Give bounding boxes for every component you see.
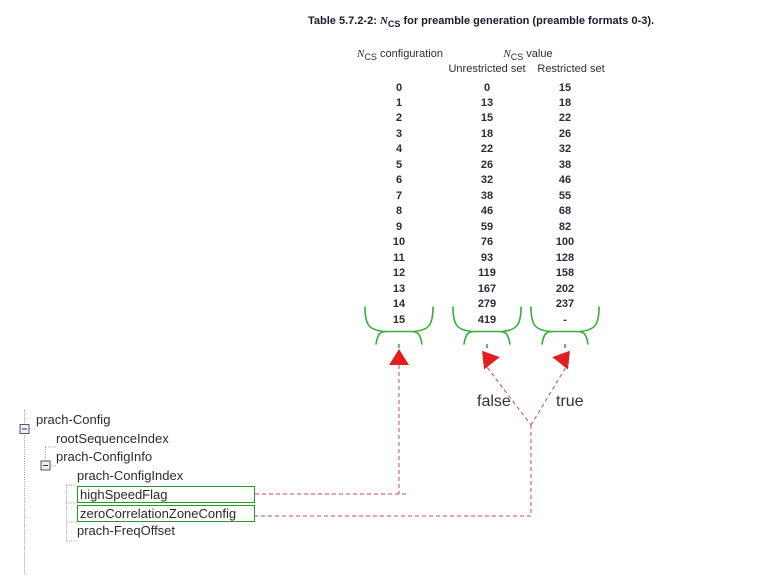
- svg-text:false: false: [477, 393, 511, 410]
- svg-text:true: true: [556, 393, 584, 410]
